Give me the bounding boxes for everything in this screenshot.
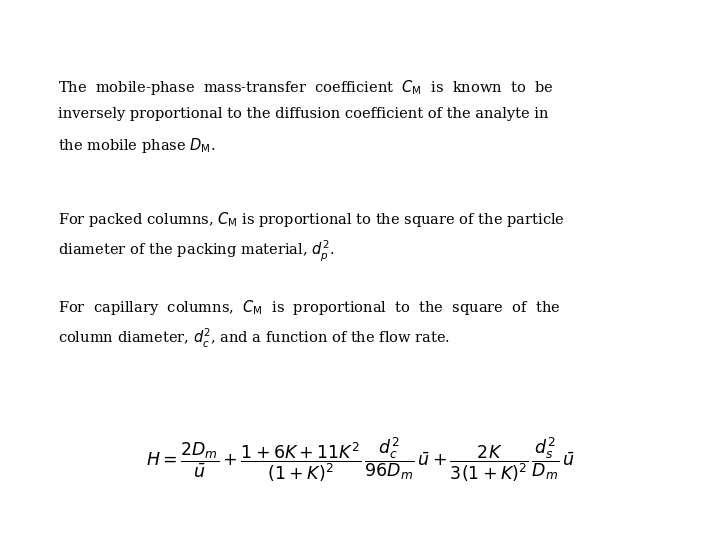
Text: For  capillary  columns,  $C_{\mathrm{M}}$  is  proportional  to  the  square  o: For capillary columns, $C_{\mathrm{M}}$ … [58,298,561,317]
Text: the mobile phase $D_{\mathrm{M}}$.: the mobile phase $D_{\mathrm{M}}$. [58,136,215,155]
Text: $H = \dfrac{2D_m}{\bar{u}} + \dfrac{1+6K+11K^2}{(1+K)^2}\,\dfrac{d_c^2}{96D_m}\,: $H = \dfrac{2D_m}{\bar{u}} + \dfrac{1+6K… [145,435,575,484]
Text: inversely proportional to the diffusion coefficient of the analyte in: inversely proportional to the diffusion … [58,107,549,121]
Text: column diameter, $d_c^{2}$, and a function of the flow rate.: column diameter, $d_c^{2}$, and a functi… [58,327,450,350]
Text: The  mobile-phase  mass-transfer  coefficient  $C_{\mathrm{M}}$  is  known  to  : The mobile-phase mass-transfer coefficie… [58,78,554,97]
Text: diameter of the packing material, $d_p^{2}$.: diameter of the packing material, $d_p^{… [58,239,334,264]
Text: For packed columns, $C_{\mathrm{M}}$ is proportional to the square of the partic: For packed columns, $C_{\mathrm{M}}$ is … [58,210,564,229]
